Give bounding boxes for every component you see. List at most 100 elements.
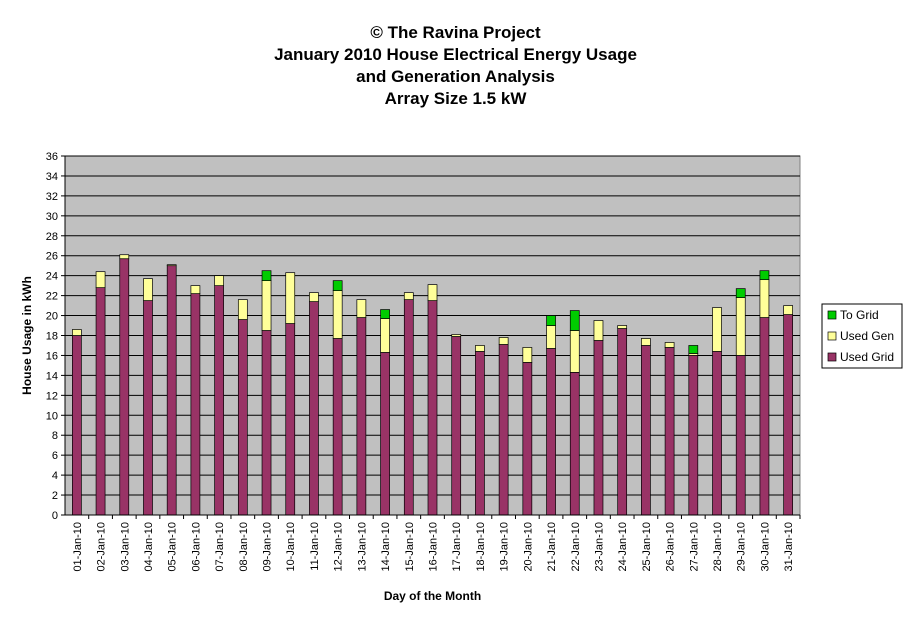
bar-used-gen bbox=[522, 347, 533, 363]
x-tick-label: 26-Jan-10 bbox=[665, 522, 677, 572]
bar-used-grid bbox=[593, 340, 604, 516]
x-tick-label: 08-Jan-10 bbox=[238, 522, 250, 572]
bar-used-grid bbox=[569, 372, 580, 516]
bar-used-gen bbox=[166, 264, 177, 267]
bar-used-gen bbox=[617, 325, 628, 329]
x-tick-label: 31-Jan-10 bbox=[783, 522, 795, 572]
bar-used-gen bbox=[309, 292, 319, 302]
bar-to-grid bbox=[688, 345, 699, 354]
bar-used-grid bbox=[95, 287, 106, 516]
chart-title-line-4: Array Size 1.5 kW bbox=[384, 89, 527, 108]
x-tick-label: 28-Jan-10 bbox=[712, 522, 724, 572]
bar-used-grid bbox=[546, 348, 556, 516]
chart-title-line-3: and Generation Analysis bbox=[356, 67, 555, 86]
bar-used-grid bbox=[641, 345, 651, 516]
y-tick-label: 32 bbox=[46, 191, 58, 203]
bar-used-grid bbox=[403, 299, 414, 516]
x-tick-label: 02-Jan-10 bbox=[96, 522, 108, 572]
bar-used-gen bbox=[261, 280, 272, 331]
x-axis-ticks: 01-Jan-10 02-Jan-10 03-Jan-10 04-Jan-10 05-J… bbox=[72, 515, 801, 572]
x-tick-label: 13-Jan-10 bbox=[356, 522, 368, 572]
bar-used-grid bbox=[427, 300, 438, 516]
bar-used-grid bbox=[237, 319, 248, 516]
bar-used-gen bbox=[759, 279, 770, 318]
bar-used-gen bbox=[641, 338, 651, 346]
bar-used-gen bbox=[380, 318, 390, 353]
bar-used-gen bbox=[664, 342, 675, 348]
legend-swatch bbox=[827, 331, 837, 341]
y-tick-label: 24 bbox=[46, 271, 58, 283]
bar-used-gen bbox=[356, 299, 367, 318]
bar-to-grid bbox=[380, 309, 390, 319]
legend-label: To Grid bbox=[840, 308, 879, 322]
y-axis-title: House Usage in kWh bbox=[20, 276, 34, 395]
bar-used-grid bbox=[332, 338, 343, 516]
bar-used-grid bbox=[190, 293, 201, 516]
x-tick-label: 01-Jan-10 bbox=[72, 522, 84, 572]
x-tick-label: 17-Jan-10 bbox=[451, 522, 463, 572]
bar-used-grid bbox=[475, 351, 485, 516]
x-tick-label: 04-Jan-10 bbox=[143, 522, 155, 572]
bar-used-gen bbox=[214, 275, 224, 286]
y-tick-label: 6 bbox=[52, 450, 58, 462]
bar-to-grid bbox=[759, 270, 770, 281]
bar-series bbox=[71, 254, 793, 516]
x-tick-label: 10-Jan-10 bbox=[285, 522, 297, 572]
y-tick-label: 8 bbox=[52, 430, 58, 442]
x-tick-label: 29-Jan-10 bbox=[736, 522, 748, 572]
bar-used-grid bbox=[119, 258, 130, 516]
legend: To Grid Used Gen Used Grid bbox=[821, 303, 903, 369]
bar-used-gen bbox=[190, 285, 201, 294]
y-tick-label: 20 bbox=[46, 311, 58, 323]
bar-used-gen bbox=[783, 305, 793, 315]
x-tick-label: 25-Jan-10 bbox=[641, 522, 653, 572]
bar-to-grid bbox=[546, 315, 556, 326]
x-tick-label: 12-Jan-10 bbox=[333, 522, 345, 572]
chart-title-line-1: © The Ravina Project bbox=[370, 23, 541, 42]
bar-used-gen bbox=[498, 337, 509, 345]
bar-used-grid bbox=[712, 351, 722, 516]
bar-used-gen bbox=[285, 272, 296, 324]
x-tick-label: 09-Jan-10 bbox=[262, 522, 274, 572]
y-tick-label: 28 bbox=[46, 231, 58, 243]
bar-used-gen bbox=[475, 345, 485, 352]
chart-title-line-2: January 2010 House Electrical Energy Usa… bbox=[274, 45, 637, 64]
bar-used-grid bbox=[166, 265, 177, 516]
x-tick-label: 30-Jan-10 bbox=[759, 522, 771, 572]
bar-used-gen bbox=[403, 292, 414, 300]
x-tick-label: 22-Jan-10 bbox=[570, 522, 582, 572]
x-tick-label: 03-Jan-10 bbox=[119, 522, 131, 572]
y-tick-label: 14 bbox=[46, 370, 58, 382]
bar-used-gen bbox=[546, 325, 556, 349]
bar-used-gen bbox=[237, 299, 248, 320]
bar-to-grid bbox=[261, 270, 272, 282]
legend-label: Used Gen bbox=[840, 329, 894, 343]
bar-used-grid bbox=[498, 344, 509, 516]
bar-used-grid bbox=[380, 352, 390, 516]
x-tick-label: 19-Jan-10 bbox=[499, 522, 511, 572]
x-tick-label: 27-Jan-10 bbox=[688, 522, 700, 572]
x-tick-label: 18-Jan-10 bbox=[475, 522, 487, 572]
y-tick-label: 4 bbox=[52, 470, 58, 482]
bar-used-grid bbox=[735, 355, 746, 516]
bar-used-gen bbox=[569, 330, 580, 373]
bar-used-grid bbox=[309, 301, 319, 516]
bar-used-gen bbox=[119, 254, 130, 260]
x-tick-label: 07-Jan-10 bbox=[214, 522, 226, 572]
bar-used-gen bbox=[95, 271, 106, 288]
bar-used-gen bbox=[71, 329, 82, 336]
x-tick-label: 23-Jan-10 bbox=[593, 522, 605, 572]
bar-used-gen bbox=[712, 307, 722, 352]
bar-used-grid bbox=[617, 328, 628, 516]
bar-used-gen bbox=[735, 297, 746, 356]
bar-used-grid bbox=[261, 330, 272, 516]
y-tick-label: 34 bbox=[46, 171, 58, 183]
bar-used-grid bbox=[759, 317, 770, 516]
x-tick-label: 06-Jan-10 bbox=[190, 522, 202, 572]
bar-used-grid bbox=[522, 362, 533, 516]
y-tick-label: 18 bbox=[46, 331, 58, 343]
bar-used-grid bbox=[688, 355, 699, 516]
bar-used-grid bbox=[451, 336, 462, 516]
y-tick-label: 16 bbox=[46, 350, 58, 362]
legend-label: Used Grid bbox=[840, 350, 894, 364]
